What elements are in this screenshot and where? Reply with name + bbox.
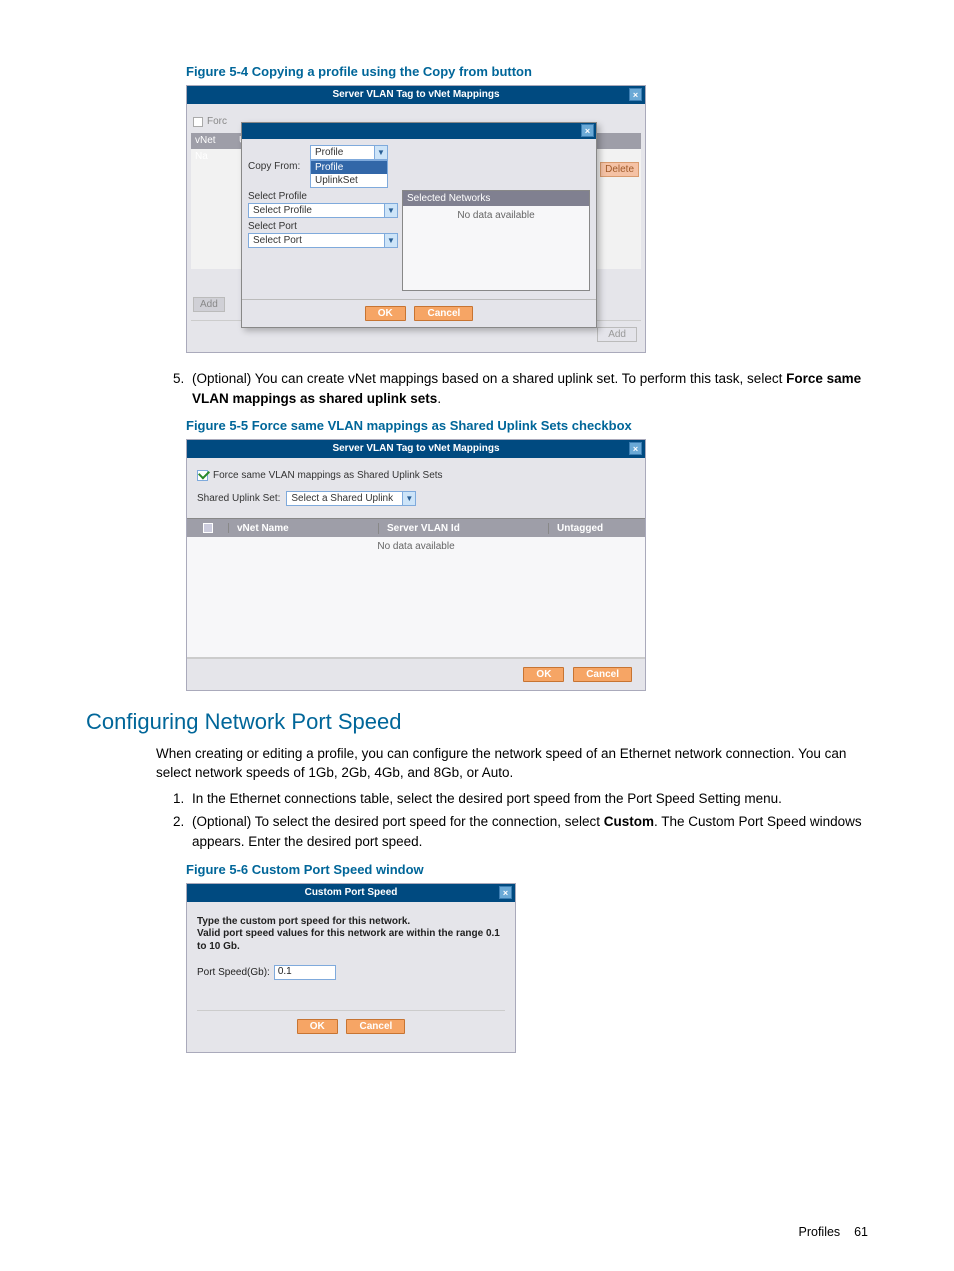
chevron-down-icon: ▼ — [384, 234, 397, 247]
delete-button[interactable]: Delete — [600, 162, 639, 177]
figure-5-4-caption: Figure 5-4 Copying a profile using the C… — [186, 64, 868, 79]
cancel-button[interactable]: Cancel — [346, 1019, 405, 1034]
select-port-value: Select Port — [253, 235, 302, 246]
footer-section: Profiles — [799, 1225, 841, 1239]
dialog-title-bar: Server VLAN Tag to vNet Mappings × — [187, 440, 645, 458]
figure-5-6-caption: Figure 5-6 Custom Port Speed window — [186, 862, 868, 877]
dialog-title: Server VLAN Tag to vNet Mappings — [332, 89, 499, 100]
select-port-select[interactable]: Select Port ▼ — [248, 233, 398, 248]
list-item: (Optional) To select the desired port sp… — [188, 812, 868, 851]
col-vnet-name: vNet Name — [229, 523, 379, 534]
dialog-title: Custom Port Speed — [305, 887, 398, 898]
force-label: Forc — [207, 116, 227, 127]
dialog-title-bar: Custom Port Speed × — [187, 884, 515, 902]
add-button[interactable]: Add — [193, 297, 225, 312]
step-b-before: (Optional) To select the desired port sp… — [192, 814, 604, 829]
ok-button[interactable]: OK — [523, 667, 564, 682]
select-profile-value: Select Profile — [253, 205, 312, 216]
bg-header-col1: vNet Na — [191, 133, 235, 149]
figure-5-4: Server VLAN Tag to vNet Mappings × Forc … — [186, 85, 646, 353]
checkbox-icon[interactable] — [193, 117, 203, 127]
figure-5-6: Custom Port Speed × Type the custom port… — [186, 883, 516, 1054]
selected-networks-header: Selected Networks — [403, 191, 589, 206]
page-footer: Profiles 61 — [799, 1225, 869, 1239]
table-header: vNet Name Server VLAN Id Untagged — [187, 519, 645, 537]
col-server-vlan-id: Server VLAN Id — [379, 523, 549, 534]
dialog-title-bar: Server VLAN Tag to vNet Mappings × — [187, 86, 645, 104]
copy-from-select[interactable]: Profile ▼ — [310, 145, 388, 160]
intro-line1: Type the custom port speed for this netw… — [197, 916, 505, 929]
chevron-down-icon: ▼ — [384, 204, 397, 217]
copy-from-value: Profile — [315, 147, 343, 158]
section-paragraph: When creating or editing a profile, you … — [156, 745, 868, 783]
close-icon[interactable]: × — [581, 124, 594, 137]
figure-5-5-caption: Figure 5-5 Force same VLAN mappings as S… — [186, 418, 868, 433]
copy-from-options: Profile UplinkSet — [310, 160, 388, 188]
shared-uplink-set-value: Select a Shared Uplink — [291, 493, 393, 504]
list-item: (Optional) You can create vNet mappings … — [188, 369, 868, 408]
chevron-down-icon: ▼ — [374, 146, 387, 159]
cancel-button[interactable]: Cancel — [573, 667, 632, 682]
cancel-button[interactable]: Cancel — [414, 306, 473, 321]
select-all-checkbox[interactable] — [203, 523, 213, 533]
shared-uplink-set-label: Shared Uplink Set: — [197, 493, 280, 504]
option-uplinkset[interactable]: UplinkSet — [311, 174, 387, 187]
select-profile-label: Select Profile — [248, 190, 398, 203]
col-untagged: Untagged — [549, 523, 645, 534]
copy-from-label: Copy From: — [248, 161, 306, 172]
force-same-vlan-checkbox[interactable] — [197, 470, 208, 481]
footer-page: 61 — [854, 1225, 868, 1239]
shared-uplink-set-select[interactable]: Select a Shared Uplink ▼ — [286, 491, 416, 506]
step5-text: (Optional) You can create vNet mappings … — [192, 371, 786, 386]
figure-5-5: Server VLAN Tag to vNet Mappings × Force… — [186, 439, 646, 691]
chevron-down-icon: ▼ — [402, 492, 415, 505]
copy-from-dialog: × Copy From: Profile ▼ Profile UplinkSet — [241, 122, 597, 328]
ok-button[interactable]: OK — [297, 1019, 338, 1034]
list-item: In the Ethernet connections table, selec… — [188, 789, 868, 809]
close-icon[interactable]: × — [629, 442, 642, 455]
footer-add-button: Add — [597, 327, 637, 342]
select-profile-select[interactable]: Select Profile ▼ — [248, 203, 398, 218]
port-speed-label: Port Speed(Gb): — [197, 967, 270, 978]
dialog-title: Server VLAN Tag to vNet Mappings — [332, 443, 499, 454]
close-icon[interactable]: × — [629, 88, 642, 101]
step-b-bold: Custom — [604, 814, 654, 829]
step5-after: . — [437, 391, 441, 406]
custom-port-speed-intro: Type the custom port speed for this netw… — [197, 916, 505, 954]
ok-button[interactable]: OK — [365, 306, 406, 321]
select-port-label: Select Port — [248, 218, 398, 233]
port-speed-input[interactable]: 0.1 — [274, 965, 336, 980]
close-icon[interactable]: × — [499, 886, 512, 899]
force-same-vlan-label: Force same VLAN mappings as Shared Uplin… — [213, 470, 443, 481]
table-body-empty: No data available — [187, 537, 645, 657]
option-profile[interactable]: Profile — [311, 161, 387, 174]
section-heading: Configuring Network Port Speed — [86, 709, 868, 735]
intro-line2: Valid port speed values for this network… — [197, 928, 505, 953]
selected-networks-body: No data available — [403, 206, 589, 290]
